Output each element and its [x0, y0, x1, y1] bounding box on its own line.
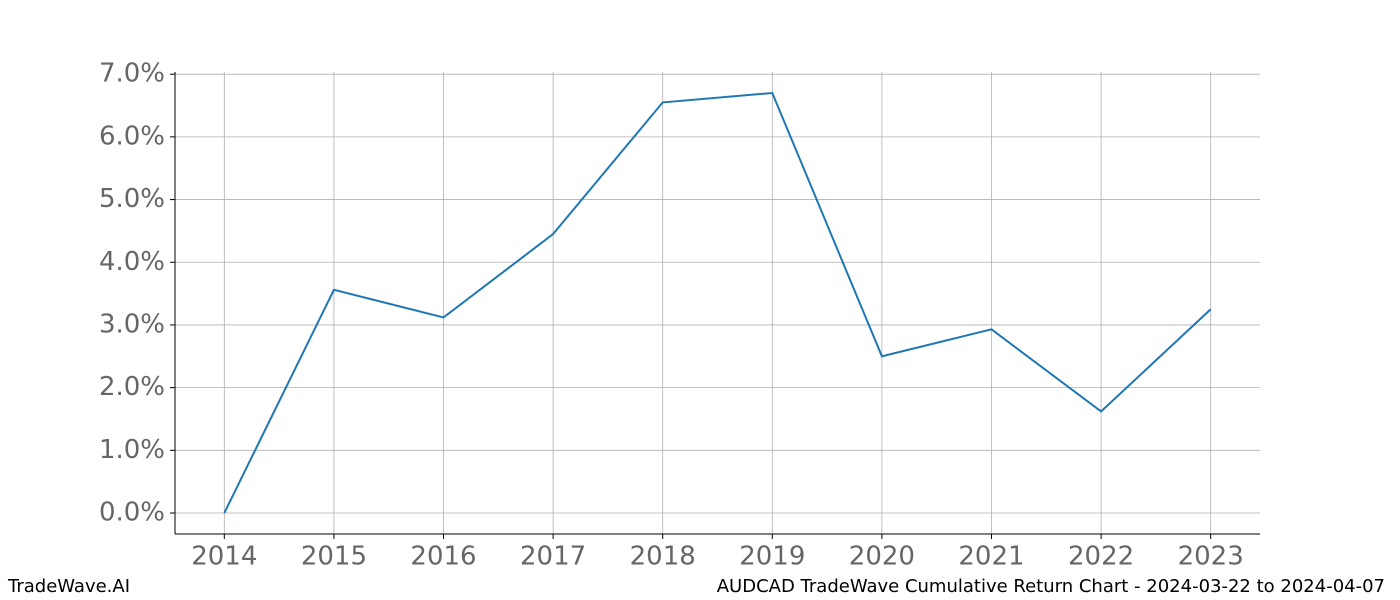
x-tick-label: 2014 — [191, 542, 257, 572]
data-line — [223, 91, 1212, 514]
x-tick-label: 2015 — [301, 542, 367, 572]
y-tick-label: 7.0% — [99, 59, 165, 89]
x-tick-label: 2022 — [1068, 542, 1134, 572]
x-tick-label: 2016 — [410, 542, 476, 572]
y-tick-label: 6.0% — [99, 121, 165, 151]
x-tick-label: 2023 — [1178, 542, 1244, 572]
y-tick-label: 0.0% — [99, 498, 165, 528]
x-tick-label: 2019 — [739, 542, 805, 572]
watermark: TradeWave.AI — [7, 576, 130, 597]
x-tick-label: 2020 — [849, 542, 915, 572]
chart-title: AUDCAD TradeWave Cumulative Return Chart… — [717, 576, 1385, 597]
x-tick-label: 2017 — [520, 542, 586, 572]
x-tick-label: 2018 — [630, 542, 696, 572]
y-tick-label: 3.0% — [99, 309, 165, 339]
y-tick-label: 5.0% — [99, 184, 165, 214]
y-tick-label: 1.0% — [99, 435, 165, 465]
y-tick-label: 4.0% — [99, 247, 165, 277]
y-tick-label: 2.0% — [99, 372, 165, 402]
x-tick-label: 2021 — [958, 542, 1024, 572]
